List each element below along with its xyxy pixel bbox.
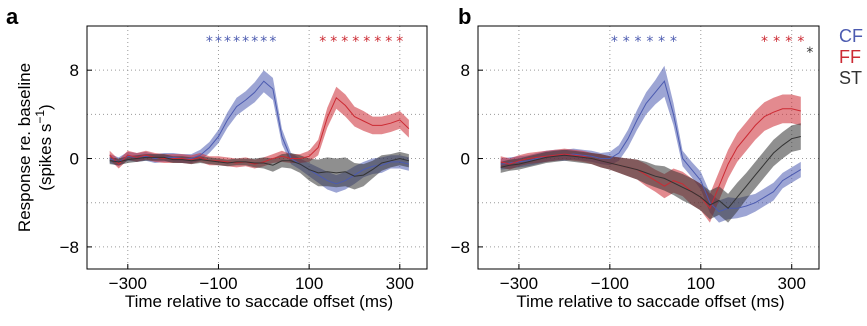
- y-tick-label: 0: [70, 150, 79, 169]
- significance-star-ff: *: [761, 34, 768, 50]
- axes-frame: [477, 25, 820, 270]
- significance-star-st: *: [806, 45, 813, 61]
- x-tick-label: 100: [687, 274, 715, 293]
- significance-star-ff: *: [374, 34, 381, 50]
- series-band-st: [500, 123, 801, 223]
- series-line-ff: [500, 108, 801, 210]
- legend-label-ff: FF: [839, 47, 861, 67]
- significance-star-ff: *: [341, 34, 348, 50]
- significance-star-cf: *: [635, 34, 642, 50]
- x-tick-label: 300: [386, 274, 414, 293]
- significance-star-cf: *: [206, 34, 213, 50]
- y-tick-label: 8: [461, 61, 470, 80]
- axes-frame: [86, 25, 428, 270]
- legend-label-st: ST: [839, 68, 862, 88]
- series-band-cf: [500, 65, 801, 223]
- significance-star-ff: *: [385, 34, 392, 50]
- significance-star-ff: *: [773, 34, 780, 50]
- significance-star-ff: *: [797, 34, 804, 50]
- x-tick-label: −100: [591, 274, 629, 293]
- legend-label-cf: CF: [839, 26, 863, 46]
- panel-letter: a: [6, 4, 19, 29]
- significance-star-ff: *: [330, 34, 337, 50]
- x-axis-label: Time relative to saccade offset (ms): [516, 292, 784, 311]
- significance-star-cf: *: [269, 34, 276, 50]
- series-line-st: [500, 136, 801, 210]
- x-tick-label: 300: [778, 274, 806, 293]
- significance-star-ff: *: [363, 34, 370, 50]
- significance-star-cf: *: [215, 34, 222, 50]
- x-tick-label: −300: [109, 274, 147, 293]
- y-tick-label: −8: [60, 238, 79, 257]
- significance-star-cf: *: [670, 34, 677, 50]
- y-tick-label: −8: [451, 238, 470, 257]
- significance-star-ff: *: [319, 34, 326, 50]
- panel-letter: b: [458, 4, 471, 29]
- significance-star-cf: *: [260, 34, 267, 50]
- series-band-st: [109, 151, 409, 190]
- significance-star-cf: *: [242, 34, 249, 50]
- significance-star-ff: *: [352, 34, 359, 50]
- significance-star-ff: *: [396, 34, 403, 50]
- y-axis-label: Response re. baseline (spikes s−1): [15, 63, 55, 232]
- significance-star-cf: *: [224, 34, 231, 50]
- y-tick-label: 0: [461, 150, 470, 169]
- y-tick-label: 8: [70, 61, 79, 80]
- significance-star-cf: *: [251, 34, 258, 50]
- series-line-st: [109, 156, 410, 177]
- significance-star-ff: *: [785, 34, 792, 50]
- significance-star-cf: *: [623, 34, 630, 50]
- x-tick-label: −100: [199, 274, 237, 293]
- significance-star-cf: *: [658, 34, 665, 50]
- significance-star-cf: *: [611, 34, 618, 50]
- significance-star-cf: *: [233, 34, 240, 50]
- significance-star-cf: *: [646, 34, 653, 50]
- series-band-ff: [109, 86, 409, 169]
- x-tick-label: −300: [500, 274, 538, 293]
- x-axis-label: Time relative to saccade offset (ms): [125, 292, 393, 311]
- x-tick-label: 100: [295, 274, 323, 293]
